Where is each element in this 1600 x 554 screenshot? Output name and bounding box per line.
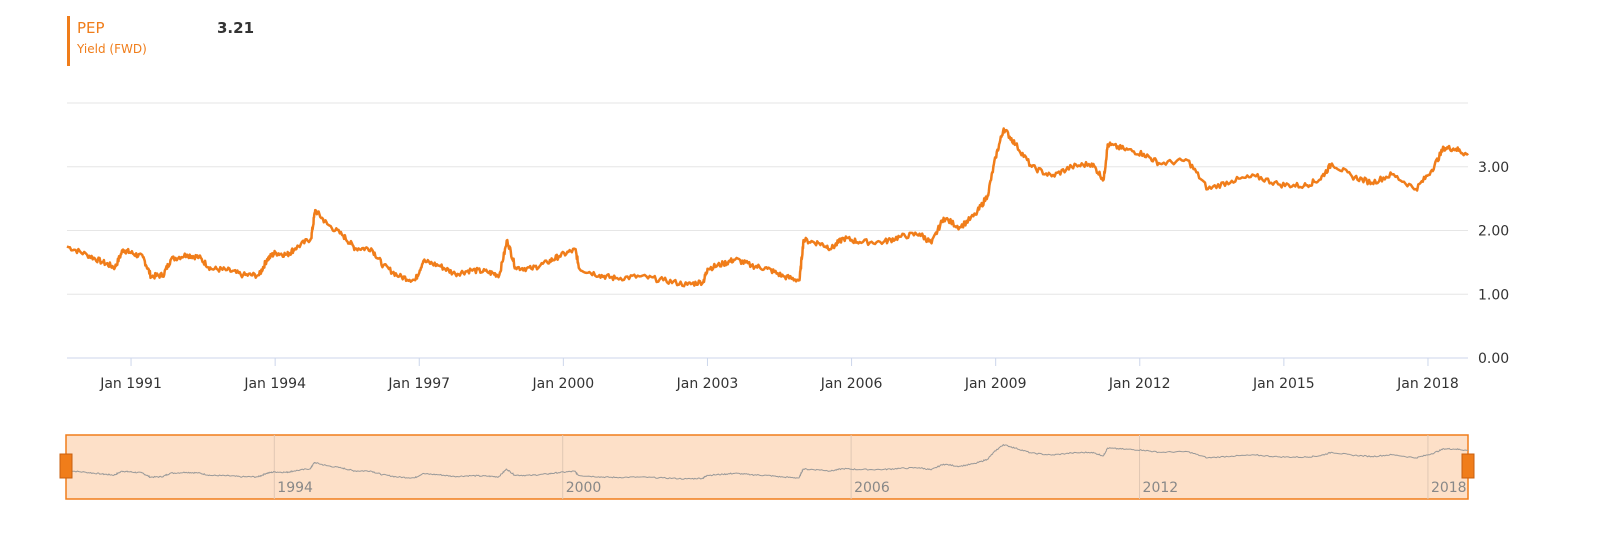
navigator-handle-right[interactable] — [1461, 453, 1475, 479]
grid-lines — [67, 102, 1468, 359]
navigator-label: 2006 — [854, 480, 890, 496]
series-area — [66, 127, 1469, 288]
navigator-window[interactable] — [65, 434, 1469, 500]
legend-value: 3.21 — [217, 19, 255, 37]
x-tick-label: Jan 2006 — [820, 376, 883, 392]
x-tick-label: Jan 2003 — [676, 376, 739, 392]
series-legend: PEP 3.21 Yield (FWD) — [67, 16, 254, 66]
x-tick-label: Jan 1994 — [243, 376, 306, 392]
navigator-label: 2012 — [1143, 480, 1179, 496]
x-tick-label: Jan 2009 — [964, 376, 1027, 392]
y-tick-label: 2.00 — [1478, 224, 1509, 240]
legend-metric: Yield (FWD) — [77, 42, 147, 56]
navigator-handle-left[interactable] — [59, 453, 73, 479]
y-tick-label: 3.00 — [1478, 160, 1509, 176]
x-tick-label: Jan 1991 — [99, 376, 162, 392]
navigator-series-line — [65, 443, 1469, 480]
x-tick-label: Jan 2015 — [1252, 376, 1315, 392]
x-tick-label: Jan 1997 — [387, 376, 450, 392]
y-tick-label: 1.00 — [1478, 287, 1509, 303]
x-tick-label: Jan 2012 — [1108, 376, 1171, 392]
legend-symbol: PEP — [77, 19, 105, 37]
navigator-label: 2000 — [566, 480, 602, 496]
axes: 0.00 1.00 2.00 3.00 Jan 1991 Jan 1994 Jan 1997… — [99, 160, 1509, 392]
navigator[interactable]: 1994 2000 2006 2012 2018 — [59, 434, 1475, 500]
y-tick-label: 0.00 — [1478, 351, 1509, 367]
x-tick-label: Jan 2018 — [1396, 376, 1459, 392]
series-line-pep — [66, 127, 1469, 288]
navigator-label: 2018 — [1431, 480, 1467, 496]
navigator-label: 1994 — [277, 480, 313, 496]
x-tick-label: Jan 2000 — [532, 376, 595, 392]
